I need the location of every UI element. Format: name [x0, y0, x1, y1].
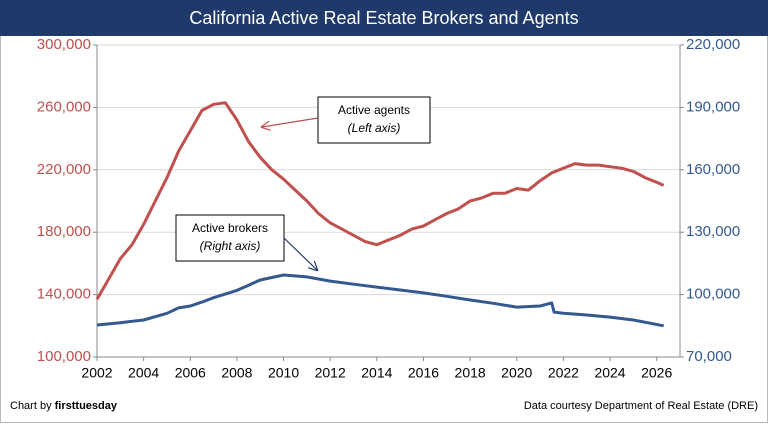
x-tick-label: 2010 [268, 365, 299, 381]
source: Data courtesy Department of Real Estate … [524, 400, 758, 412]
annotation: Active brokers [192, 221, 268, 235]
annotation-arrow [262, 117, 319, 127]
credit: Chart by firsttuesday [10, 400, 118, 412]
credit-brand: firsttuesday [55, 400, 118, 412]
x-tick-label: 2018 [455, 365, 486, 381]
x-tick-label: 2020 [501, 365, 532, 381]
y2-tick-label: 100,000 [686, 286, 740, 303]
x-tick-label: 2012 [315, 365, 346, 381]
annotation-note: (Right axis) [200, 239, 261, 253]
x-tick-label: 2004 [128, 365, 159, 381]
grid [93, 44, 684, 361]
lines [95, 101, 665, 328]
x-tick-label: 2024 [594, 365, 625, 381]
y-tick-label: 220,000 [37, 161, 91, 178]
y-tick-label: 180,000 [37, 223, 91, 240]
annotation-box [175, 214, 285, 262]
x-tick-label: 2002 [81, 365, 112, 381]
y-tick-label: 260,000 [37, 98, 91, 115]
y-tick-label: 140,000 [37, 286, 91, 303]
x-tick-label: 2022 [548, 365, 579, 381]
annotation-arrow [283, 237, 317, 270]
series-line [96, 273, 664, 328]
title-bar [0, 0, 768, 36]
y2-tick-label: 130,000 [686, 223, 740, 240]
credit-prefix: Chart by [10, 400, 52, 412]
series-line [95, 101, 665, 301]
y2-tick-label: 70,000 [686, 348, 732, 365]
annotation-box [317, 96, 431, 144]
x-tick-label: 2014 [361, 365, 392, 381]
y-tick-label: 100,000 [37, 348, 91, 365]
x-tick-label: 2016 [408, 365, 439, 381]
x-tick-label: 2006 [175, 365, 206, 381]
y2-tick-label: 160,000 [686, 161, 740, 178]
y2-tick-label: 190,000 [686, 98, 740, 115]
annotation-note: (Left axis) [348, 121, 401, 135]
annotation: Active agents [338, 103, 410, 117]
x-tick-label: 2008 [221, 365, 252, 381]
x-tick-label: 2026 [641, 365, 672, 381]
y2-tick-label: 220,000 [686, 36, 740, 53]
y-tick-label: 300,000 [37, 36, 91, 53]
chart-title: California Active Real Estate Brokers an… [189, 8, 578, 28]
